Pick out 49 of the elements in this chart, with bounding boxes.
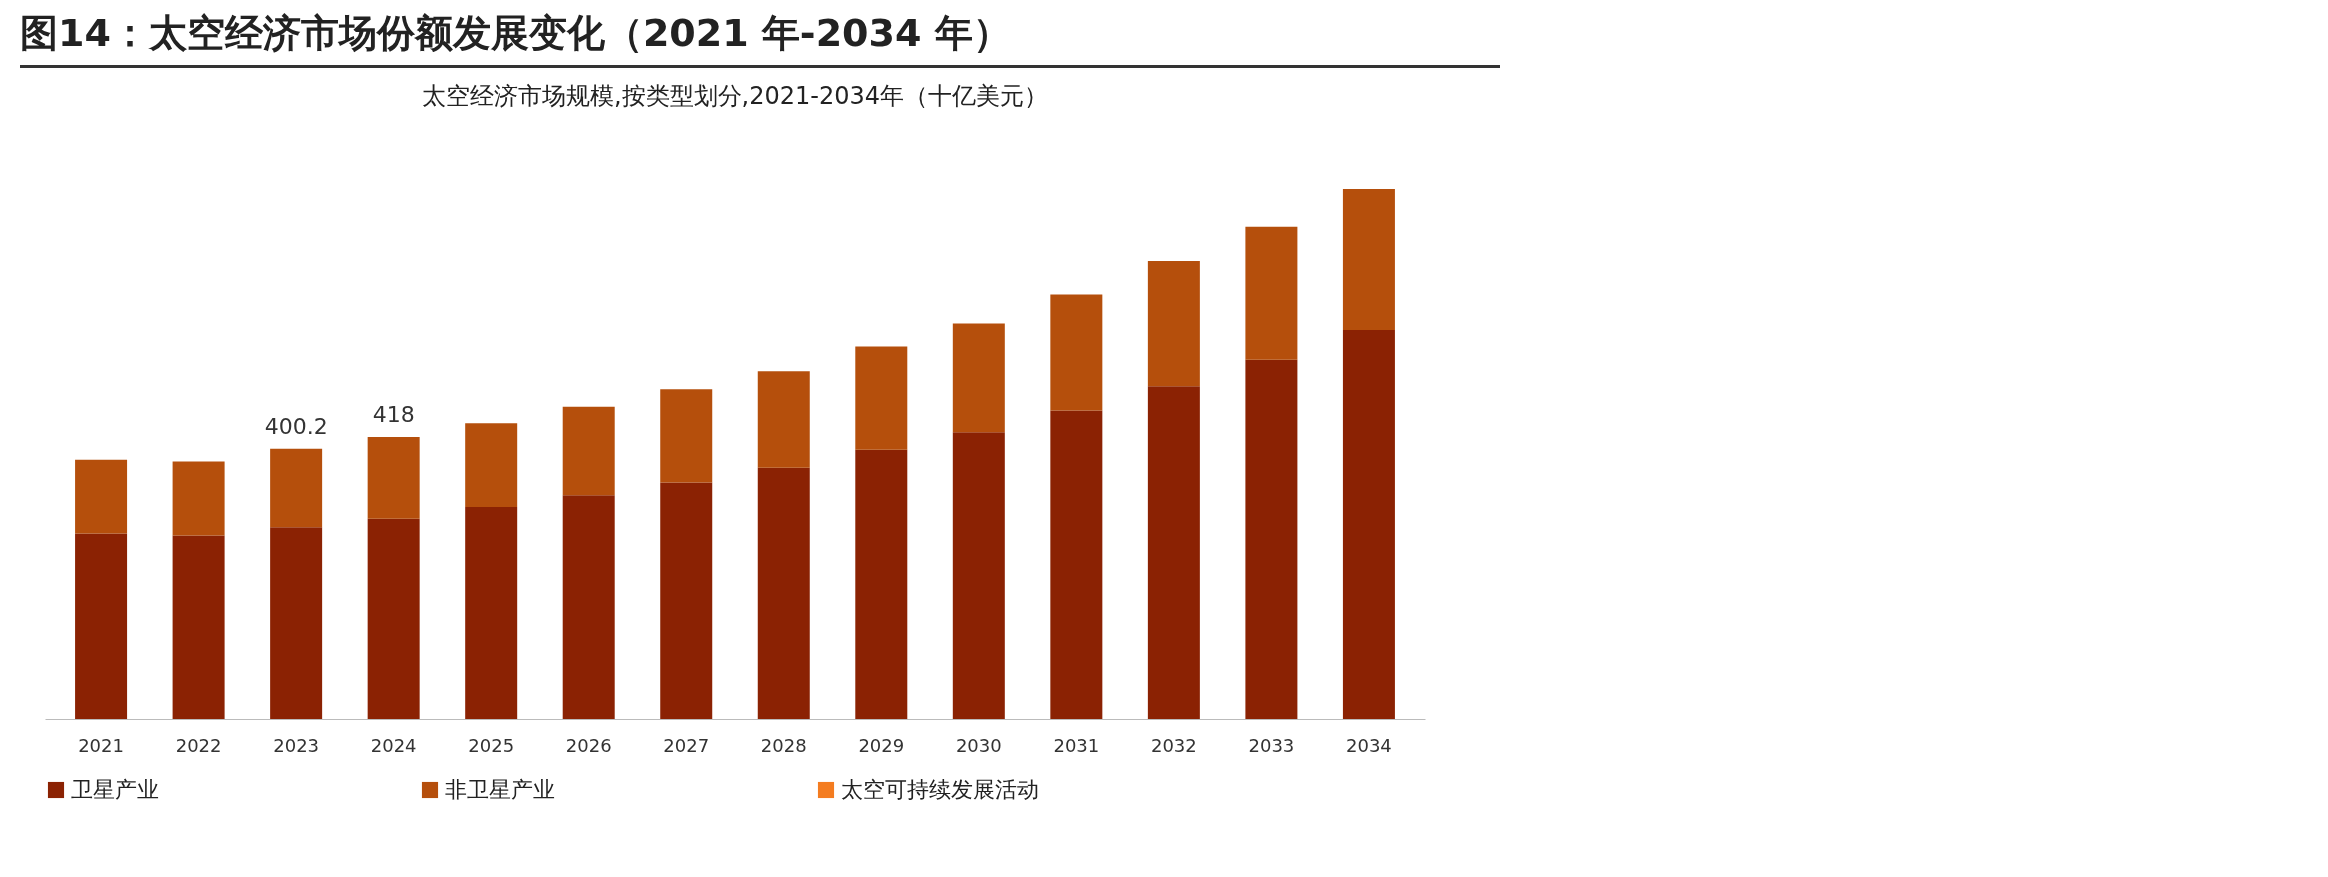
- annotation: 400.2: [264, 413, 328, 439]
- annotation: 418: [372, 402, 415, 428]
- bar: [270, 527, 323, 719]
- bar: [1147, 261, 1200, 387]
- bar: [1147, 386, 1200, 719]
- x-tick-label: 2034: [1346, 734, 1392, 756]
- bar: [367, 437, 420, 519]
- bar: [465, 423, 518, 507]
- x-tick-label: 2023: [273, 734, 320, 756]
- bar: [1342, 329, 1395, 719]
- bar: [172, 461, 225, 536]
- bar: [1245, 226, 1298, 360]
- bar: [1050, 410, 1103, 719]
- x-tick-label: 2025: [468, 734, 515, 756]
- chart-subtitle: 太空经济市场规模,按类型划分,2021-2034年（十亿美元）: [421, 82, 1049, 110]
- bar: [562, 495, 615, 719]
- x-tick-label: 2024: [370, 734, 417, 756]
- x-tick-label: 2021: [78, 734, 124, 756]
- legend-label: 卫星产业: [71, 777, 159, 802]
- bar: [270, 448, 323, 528]
- x-tick-label: 2027: [663, 734, 710, 756]
- bar: [75, 459, 128, 534]
- bar: [660, 482, 713, 719]
- bar: [952, 432, 1005, 719]
- bar: [562, 406, 615, 496]
- legend-label: 太空可持续发展活动: [841, 777, 1039, 802]
- bar: [367, 518, 420, 719]
- x-tick-label: 2029: [858, 734, 905, 756]
- x-tick-label: 2030: [955, 734, 1002, 756]
- bar: [757, 467, 810, 719]
- bar: [172, 535, 225, 719]
- bar: [952, 323, 1005, 433]
- legend-label: 非卫星产业: [445, 777, 555, 802]
- chart-title: 图14：太空经济市场份额发展变化（2021 年-2034 年）: [20, 8, 1500, 68]
- x-tick-label: 2033: [1248, 734, 1295, 756]
- x-tick-label: 2022: [175, 734, 222, 756]
- x-tick-label: 2032: [1150, 734, 1197, 756]
- x-tick-label: 2028: [760, 734, 807, 756]
- bar: [1050, 294, 1103, 411]
- bar: [855, 449, 908, 719]
- bar: [757, 371, 810, 468]
- bar: [1245, 359, 1298, 719]
- bar: [1342, 189, 1395, 330]
- x-tick-label: 2031: [1053, 734, 1100, 756]
- bar: [465, 507, 518, 719]
- bar: [75, 533, 128, 719]
- x-tick-label: 2026: [565, 734, 612, 756]
- bar: [660, 389, 713, 483]
- bar: [855, 346, 908, 450]
